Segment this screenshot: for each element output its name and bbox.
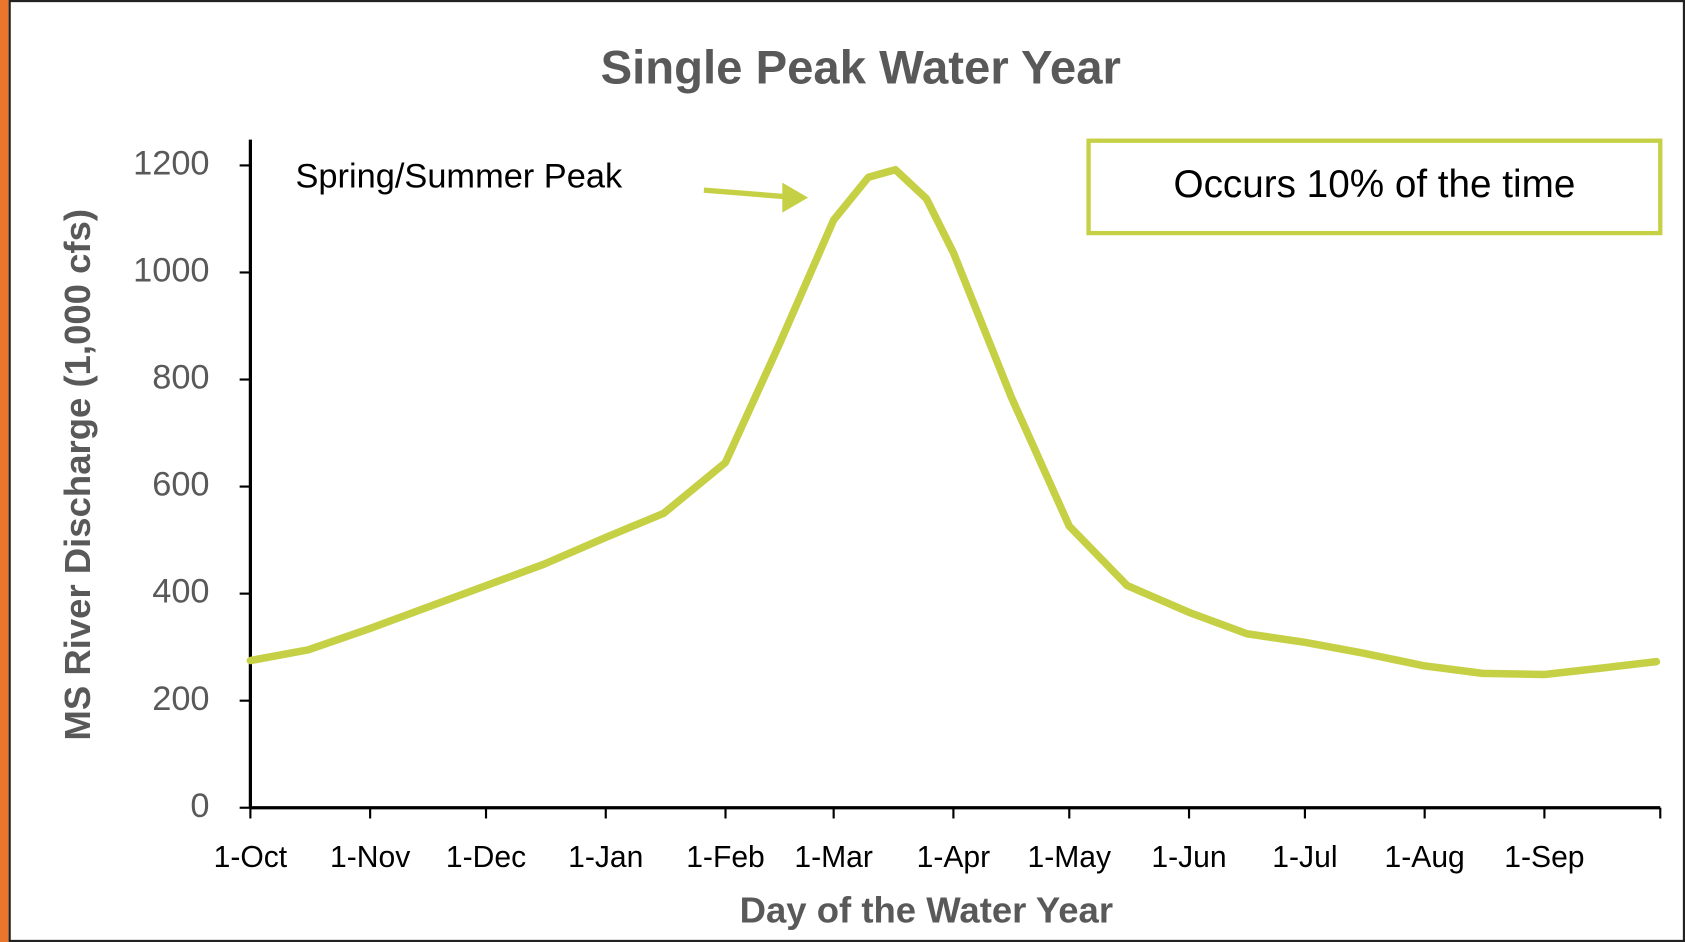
frame <box>8 0 1685 942</box>
y-tick-label: 1200 <box>133 144 209 182</box>
data-line <box>246 165 1661 679</box>
x-tick-label: 1-Jan <box>568 841 643 874</box>
peak-annotation: Spring/Summer Peak <box>296 157 623 195</box>
x-tick-label: 1-Aug <box>1385 841 1465 874</box>
x-tick-label: 1-Apr <box>917 841 991 874</box>
x-tick-label: 1-Oct <box>214 841 288 874</box>
annotation-arrow <box>703 187 785 200</box>
y-tick-label: 0 <box>190 787 209 825</box>
y-tick-label: 400 <box>152 573 209 611</box>
note-text: Occurs 10% of the time <box>1174 163 1576 206</box>
x-tick-label: 1-Dec <box>446 841 526 874</box>
x-tick-label: 1-Feb <box>686 841 765 874</box>
y-tick-label: 800 <box>152 359 209 397</box>
x-tick-label: 1-May <box>1027 841 1111 874</box>
annotation-arrowhead <box>782 182 809 213</box>
y-tick-label: 600 <box>152 466 209 504</box>
y-tick-label: 1000 <box>133 252 209 290</box>
side-strip <box>0 0 9 942</box>
x-tick-label: 1-Mar <box>794 841 873 874</box>
y-tick-label: 200 <box>152 680 209 718</box>
x-tick-label: 1-Jul <box>1272 841 1337 874</box>
note-box <box>1086 138 1663 236</box>
x-tick-label: 1-Sep <box>1504 841 1584 874</box>
chart-title: Single Peak Water Year <box>601 41 1121 94</box>
x-axis-label: Day of the Water Year <box>740 890 1114 931</box>
x-tick-label: 1-Nov <box>330 841 410 874</box>
y-axis-label: MS River Discharge (1,000 cfs) <box>57 209 98 741</box>
x-tick-label: 1-Jun <box>1151 841 1226 874</box>
